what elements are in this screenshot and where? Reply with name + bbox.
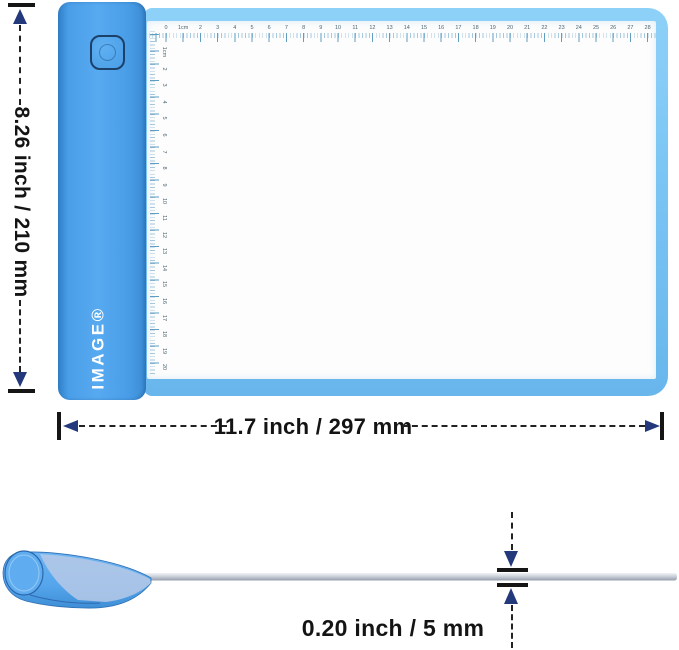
width-dash-right bbox=[402, 425, 645, 427]
ruler-number: 21 bbox=[524, 25, 531, 31]
thickness-label: 0.20 inch / 5 mm bbox=[301, 615, 485, 641]
ruler-number: 13 bbox=[386, 25, 393, 31]
ruler-number: 20 bbox=[506, 25, 514, 31]
side-seam bbox=[29, 594, 101, 604]
ruler-number: 6 bbox=[267, 25, 271, 31]
height-tick-bottom bbox=[8, 389, 35, 393]
ruler-number: 27 bbox=[627, 25, 634, 31]
ruler-number: 24 bbox=[575, 25, 582, 31]
thickness-tick-top bbox=[497, 568, 528, 572]
arrow-up-icon bbox=[504, 588, 518, 604]
ruler-number: 23 bbox=[558, 25, 565, 31]
ruler-number: 19 bbox=[161, 347, 167, 354]
side-end-cap bbox=[4, 550, 44, 596]
top-ruler-numbers: 0 1cm 2 3 4 5 6 7 8 9 10 11 12 13 14 15 16 17 18 19 20 21 22 23… bbox=[147, 25, 656, 33]
brand-logo-wrap: IMAGE® bbox=[56, 298, 142, 398]
light-pad-panel bbox=[147, 21, 656, 379]
ruler-number: 10 bbox=[161, 198, 167, 205]
top-ruler-major-ticks bbox=[147, 33, 656, 42]
side-top-facet bbox=[40, 554, 151, 602]
height-dash-lower bbox=[19, 300, 21, 372]
ruler-number: 3 bbox=[216, 25, 220, 31]
ruler-number: 4 bbox=[161, 100, 167, 104]
side-view-illustration bbox=[2, 550, 677, 609]
ruler-number: 1cm bbox=[161, 46, 167, 58]
ruler-number: 19 bbox=[489, 25, 496, 31]
ruler-number: 11 bbox=[161, 215, 167, 221]
width-tick-right bbox=[660, 412, 664, 440]
ruler-number: 2 bbox=[161, 67, 167, 71]
ruler-number: 14 bbox=[403, 25, 410, 31]
ruler-number: 16 bbox=[438, 25, 445, 31]
ruler-number: 7 bbox=[161, 150, 167, 154]
brand-logo: IMAGE® bbox=[89, 306, 108, 390]
thickness-tick-bottom bbox=[497, 583, 528, 587]
ruler-number: 2 bbox=[198, 25, 202, 31]
ruler-number: 25 bbox=[592, 25, 600, 31]
arrow-up-icon bbox=[13, 9, 27, 24]
ruler-number: 1cm bbox=[177, 25, 189, 31]
ruler-number: 8 bbox=[302, 25, 306, 31]
ruler-number: 28 bbox=[644, 25, 651, 31]
ruler-number: 20 bbox=[161, 364, 167, 371]
ruler-number: 13 bbox=[161, 248, 167, 255]
ruler-number: 7 bbox=[284, 25, 288, 31]
ruler-number: 5 bbox=[161, 116, 167, 120]
ruler-number: 15 bbox=[420, 25, 428, 31]
side-end-cap-ring bbox=[8, 554, 40, 592]
ruler-number: 18 bbox=[161, 331, 167, 338]
height-dash-upper bbox=[19, 25, 21, 105]
width-tick-left bbox=[57, 412, 61, 440]
ruler-number: 0 bbox=[164, 25, 168, 31]
ruler-number: 3 bbox=[161, 83, 167, 87]
arrow-left-icon bbox=[63, 420, 78, 432]
power-button-icon bbox=[90, 35, 125, 70]
ruler-number: 16 bbox=[161, 297, 167, 305]
ruler-number: 9 bbox=[161, 183, 167, 187]
left-ruler-major-ticks bbox=[150, 30, 159, 375]
width-label: 11.7 inch / 297 mm bbox=[213, 414, 413, 439]
thickness-dash-upper bbox=[511, 512, 513, 550]
arrow-right-icon bbox=[645, 420, 660, 432]
thickness-dash-lower bbox=[511, 605, 513, 648]
arrow-down-icon bbox=[13, 372, 27, 387]
ruler-number: 14 bbox=[161, 264, 167, 271]
ruler-number: 18 bbox=[472, 25, 479, 31]
ruler-number: 8 bbox=[161, 166, 167, 170]
ruler-number: 17 bbox=[455, 25, 462, 31]
left-ruler-numbers: 1cm 2 3 4 5 6 7 8 9 10 11 12 13 14 15 16 17 18 19 20 bbox=[159, 30, 169, 375]
ruler-number: 15 bbox=[161, 281, 167, 288]
ruler-number: 11 bbox=[352, 25, 359, 31]
ruler-number: 22 bbox=[541, 25, 548, 31]
ruler-number: 5 bbox=[250, 25, 254, 31]
ruler-number: 26 bbox=[610, 25, 617, 31]
arrow-down-icon bbox=[504, 551, 518, 567]
ruler-number: 12 bbox=[369, 25, 376, 31]
side-panel bbox=[95, 573, 677, 581]
height-tick-top bbox=[8, 3, 35, 7]
ruler-number: 9 bbox=[319, 25, 323, 31]
ruler-number: 12 bbox=[161, 231, 167, 238]
ruler-number: 4 bbox=[233, 25, 237, 31]
ruler-number: 10 bbox=[334, 25, 342, 31]
width-dash-left bbox=[79, 425, 227, 427]
ruler-number: 17 bbox=[161, 314, 167, 321]
height-label: 8.26 inch / 210 mm bbox=[10, 106, 33, 298]
ruler-number: 6 bbox=[161, 133, 167, 137]
